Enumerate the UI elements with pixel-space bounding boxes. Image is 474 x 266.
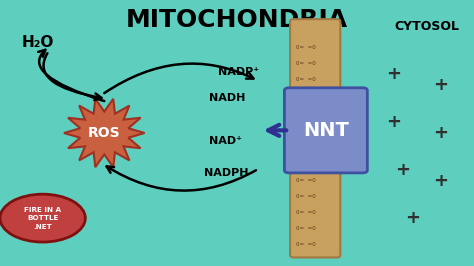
Text: +: + [386, 113, 401, 131]
Text: NADPH: NADPH [204, 168, 248, 178]
Text: 0=  =0: 0= =0 [296, 178, 316, 183]
Text: +: + [433, 124, 448, 142]
Text: H₂O: H₂O [22, 35, 54, 50]
Text: 0=  =0: 0= =0 [296, 242, 316, 247]
Text: 0=  =0: 0= =0 [296, 226, 316, 231]
Polygon shape [64, 99, 145, 167]
Text: NADP⁺: NADP⁺ [218, 67, 259, 77]
FancyArrowPatch shape [104, 64, 254, 93]
Text: NADH: NADH [209, 93, 245, 103]
Text: +: + [395, 161, 410, 179]
Text: +: + [433, 172, 448, 190]
FancyBboxPatch shape [284, 88, 367, 173]
FancyArrowPatch shape [38, 50, 104, 101]
Text: 0=  =0: 0= =0 [296, 210, 316, 215]
Text: CYTOSOL: CYTOSOL [394, 20, 459, 33]
Text: +: + [386, 65, 401, 84]
Text: FIRE IN A
BOTTLE
.NET: FIRE IN A BOTTLE .NET [24, 207, 61, 230]
FancyArrowPatch shape [44, 53, 101, 100]
FancyBboxPatch shape [290, 19, 340, 257]
Circle shape [0, 194, 85, 242]
Text: 0=  =0: 0= =0 [296, 45, 316, 50]
Text: 0=  =0: 0= =0 [296, 194, 316, 199]
Text: ROS: ROS [88, 126, 120, 140]
Text: +: + [405, 209, 420, 227]
Text: +: + [433, 76, 448, 94]
Text: 0=  =0: 0= =0 [296, 163, 316, 167]
Text: 0=  =0: 0= =0 [296, 109, 316, 114]
FancyArrowPatch shape [107, 167, 256, 191]
Text: NAD⁺: NAD⁺ [209, 136, 242, 146]
Text: 0=  =0: 0= =0 [296, 61, 316, 66]
Text: 0=  =0: 0= =0 [296, 93, 316, 98]
Text: 0=  =0: 0= =0 [296, 77, 316, 82]
Text: MITOCHONDRIA: MITOCHONDRIA [126, 8, 348, 32]
Text: NNT: NNT [303, 121, 349, 140]
